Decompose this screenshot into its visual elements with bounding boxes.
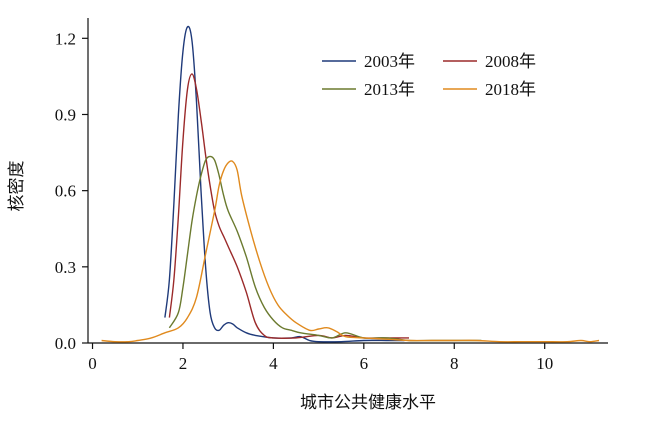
x-tick-label: 6 [360,354,369,373]
legend-label: 2003年 [364,52,415,71]
y-tick-label: 0.6 [55,182,76,201]
series-line-1 [164,25,405,343]
x-axis-title: 城市公共健康水平 [300,393,436,413]
series-line-3 [168,155,482,342]
axes: 0 2 4 6 8 10 0.0 0.3 0.6 0.9 1.2 [55,18,608,373]
y-ticks: 0.0 0.3 0.6 0.9 1.2 [55,29,88,353]
x-tick-label: 10 [536,354,553,373]
series-line-2 [168,73,409,339]
y-tick-label: 0.0 [55,334,76,353]
x-tick-label: 2 [179,354,188,373]
x-tick-label: 8 [450,354,459,373]
legend-label: 2008年 [485,52,536,71]
y-tick-label: 0.9 [55,105,76,124]
series-line-4 [101,160,600,343]
legend-label: 2013年 [364,80,415,99]
legend-label: 2018年 [485,80,536,99]
x-tick-label: 4 [269,354,278,373]
x-ticks: 0 2 4 6 8 10 [88,343,553,373]
legend: 2003年 2008年 2013年 2018年 [322,52,536,99]
x-tick-label: 0 [88,354,97,373]
y-axis-title: 核密度 [7,161,27,212]
y-tick-label: 1.2 [55,29,76,48]
series-lines [101,25,600,343]
y-tick-label: 0.3 [55,258,76,277]
